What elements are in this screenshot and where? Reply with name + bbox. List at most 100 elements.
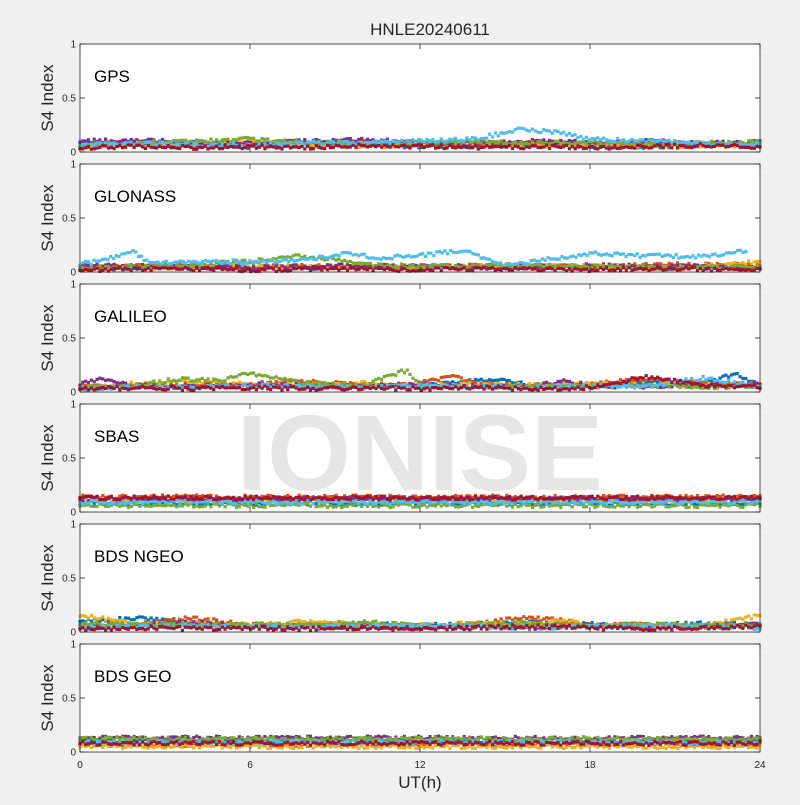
data-point — [741, 261, 744, 264]
y-tick-label: 0 — [70, 268, 76, 279]
data-point — [539, 140, 542, 143]
data-point — [485, 268, 488, 271]
data-point — [332, 254, 335, 257]
data-point — [369, 382, 372, 385]
data-point — [115, 145, 118, 148]
data-point — [423, 379, 426, 382]
data-point — [408, 141, 411, 144]
data-point — [482, 146, 485, 149]
data-point — [366, 268, 369, 271]
data-point — [195, 148, 198, 151]
data-point — [204, 140, 207, 143]
data-point — [406, 145, 409, 148]
data-point — [599, 254, 602, 257]
data-point — [579, 135, 582, 138]
data-point — [187, 144, 190, 147]
data-point — [591, 141, 594, 144]
data-point — [437, 146, 440, 149]
data-point — [673, 139, 676, 142]
data-point — [346, 251, 349, 254]
data-point — [605, 146, 608, 149]
data-point — [279, 260, 282, 263]
data-point — [280, 147, 283, 150]
data-point — [209, 138, 212, 141]
data-point — [471, 380, 474, 383]
data-point — [386, 374, 389, 377]
data-point — [377, 377, 380, 380]
data-point — [480, 385, 483, 388]
data-point — [559, 132, 562, 135]
data-point — [516, 262, 519, 265]
data-point — [522, 142, 525, 145]
data-point — [414, 387, 417, 390]
data-point — [488, 140, 491, 143]
data-point — [357, 261, 360, 264]
data-point — [437, 140, 440, 143]
panel-label: GLONASS — [94, 187, 176, 206]
data-point — [235, 386, 238, 389]
data-point — [343, 259, 346, 262]
data-point — [534, 144, 537, 147]
data-point — [127, 384, 130, 387]
data-point — [633, 139, 636, 142]
data-point — [465, 145, 468, 148]
data-point — [234, 259, 237, 262]
data-point — [397, 266, 400, 269]
data-point — [326, 256, 329, 259]
data-point — [642, 138, 645, 141]
data-point — [568, 268, 571, 271]
data-point — [460, 386, 463, 389]
data-point — [172, 379, 175, 382]
data-point — [81, 261, 84, 264]
data-point — [206, 266, 209, 269]
data-point — [337, 258, 340, 261]
data-point — [411, 264, 414, 267]
data-point — [542, 128, 545, 131]
data-point — [519, 267, 522, 270]
data-point — [389, 386, 392, 389]
data-point — [494, 269, 497, 272]
data-point — [574, 263, 577, 266]
data-point — [84, 260, 87, 263]
data-point — [140, 255, 143, 258]
data-point — [608, 265, 611, 268]
data-point — [224, 144, 227, 147]
data-point — [243, 259, 246, 262]
data-point — [488, 258, 491, 261]
data-point — [329, 146, 332, 149]
data-point — [443, 385, 446, 388]
data-point — [241, 372, 244, 375]
data-point — [120, 252, 123, 255]
data-point — [549, 257, 552, 260]
data-point — [494, 379, 497, 382]
data-point — [386, 387, 389, 390]
data-point — [716, 387, 719, 390]
data-point — [673, 383, 676, 386]
data-point — [438, 250, 441, 253]
data-point — [337, 269, 340, 272]
data-point — [212, 388, 215, 391]
data-point — [295, 267, 298, 270]
data-point — [434, 263, 437, 266]
data-point — [181, 264, 184, 267]
data-point — [524, 262, 527, 265]
data-point — [485, 144, 488, 147]
data-point — [468, 263, 471, 266]
data-point — [340, 266, 343, 269]
data-point — [527, 262, 530, 265]
data-point — [554, 129, 557, 132]
data-point — [588, 263, 591, 266]
data-point — [434, 378, 437, 381]
data-point — [457, 375, 460, 378]
data-point — [107, 385, 110, 388]
data-point — [531, 144, 534, 147]
data-point — [155, 267, 158, 270]
data-point — [326, 263, 329, 266]
data-point — [226, 146, 229, 149]
data-point — [178, 268, 181, 271]
data-point — [670, 267, 673, 270]
data-point — [474, 266, 477, 269]
data-point — [630, 138, 633, 141]
data-point — [360, 144, 363, 147]
y-tick-label: 0.5 — [62, 214, 76, 225]
